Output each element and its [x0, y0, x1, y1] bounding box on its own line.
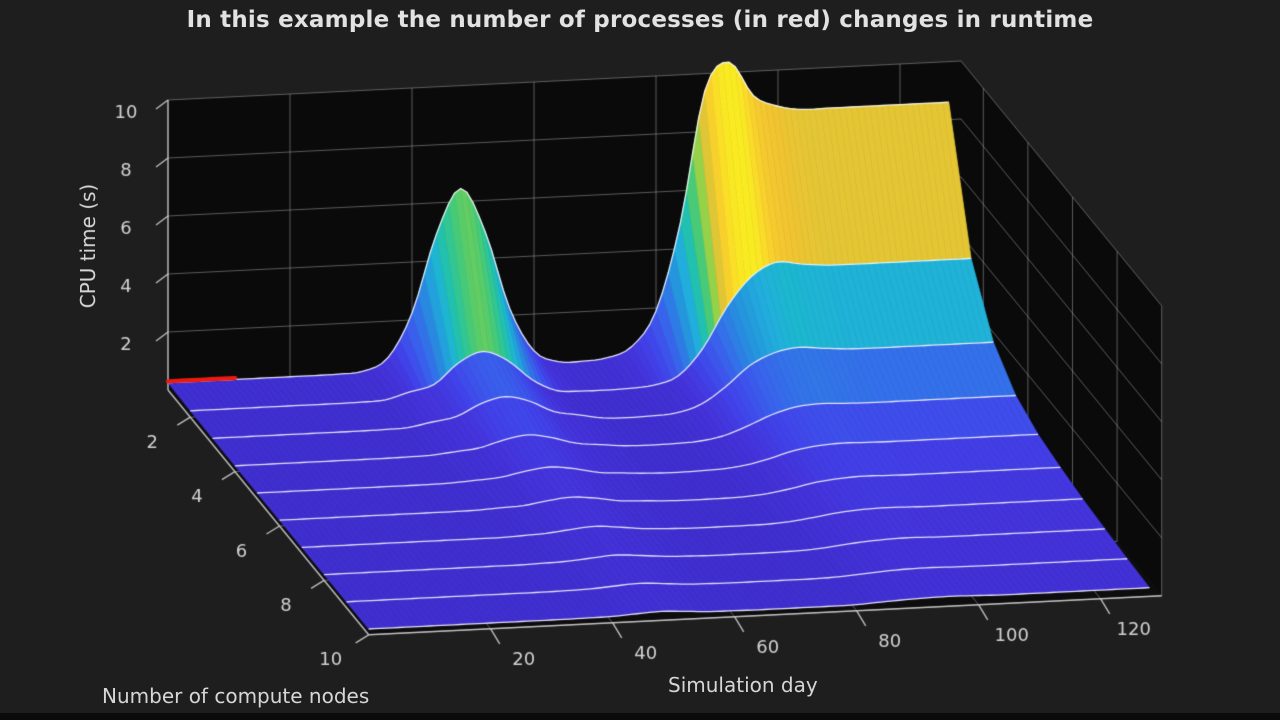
- x-axis-label: Simulation day: [668, 673, 818, 697]
- z-axis-label: CPU time (s): [76, 183, 100, 309]
- letterbox-bar: [0, 713, 1280, 720]
- y-axis-label: Number of compute nodes: [102, 684, 370, 708]
- chart-title: In this example the number of processes …: [186, 7, 1094, 33]
